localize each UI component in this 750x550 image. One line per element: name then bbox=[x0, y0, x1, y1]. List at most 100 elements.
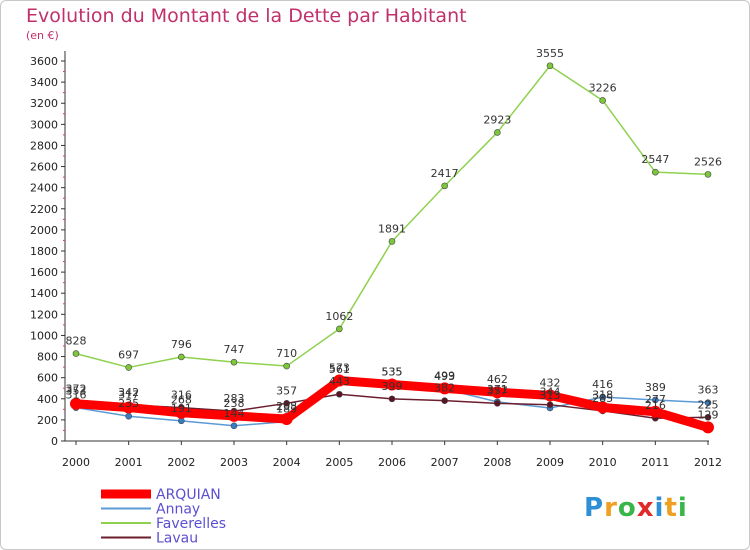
y-tick-label: 1800 bbox=[30, 245, 58, 258]
y-tick-label: 2000 bbox=[30, 224, 58, 237]
data-point-arquian bbox=[70, 397, 82, 410]
data-label-faverelles: 697 bbox=[118, 348, 139, 361]
x-tick-label: 2006 bbox=[378, 456, 406, 469]
data-point-faverelles bbox=[546, 62, 554, 70]
data-point-arquian bbox=[491, 386, 504, 399]
data-point-faverelles bbox=[72, 350, 80, 357]
data-label-lavau: 382 bbox=[434, 382, 455, 395]
data-label-lavau: 285 bbox=[592, 392, 613, 405]
y-tick-label: 1400 bbox=[30, 287, 58, 300]
data-label-arquian: 353 bbox=[66, 385, 87, 398]
data-point-arquian bbox=[228, 409, 240, 422]
y-tick-label: 3000 bbox=[30, 118, 58, 131]
data-point-faverelles bbox=[494, 129, 501, 136]
data-label-faverelles: 710 bbox=[276, 347, 297, 360]
data-point-faverelles bbox=[599, 97, 606, 104]
data-label-lavau: 344 bbox=[540, 386, 561, 399]
y-tick-label: 3600 bbox=[30, 55, 58, 68]
data-label-arquian: 208 bbox=[276, 400, 297, 413]
y-tick-label: 1200 bbox=[30, 308, 58, 321]
data-label-faverelles: 1062 bbox=[325, 310, 353, 323]
proxiti-logo: Proxiti bbox=[584, 493, 688, 523]
data-point-lavau bbox=[494, 400, 501, 407]
x-tick-label: 2012 bbox=[694, 456, 722, 469]
y-tick-label: 600 bbox=[37, 372, 58, 385]
data-label-faverelles: 1891 bbox=[378, 222, 406, 235]
x-tick-label: 2004 bbox=[273, 456, 301, 469]
data-label-annay: 363 bbox=[698, 384, 719, 397]
data-label-faverelles: 3555 bbox=[536, 47, 564, 60]
data-label-annay: 561 bbox=[329, 363, 350, 376]
data-label-arquian: 238 bbox=[224, 397, 245, 410]
data-point-arquian bbox=[596, 401, 609, 414]
data-label-annay: 144 bbox=[224, 407, 245, 420]
x-tick-label: 2005 bbox=[325, 456, 353, 469]
data-label-lavau: 316 bbox=[171, 389, 192, 402]
chart-title: Evolution du Montant de la Dette par Hab… bbox=[26, 5, 467, 27]
data-label-arquian: 432 bbox=[540, 376, 561, 389]
x-tick-label: 2011 bbox=[641, 456, 669, 469]
data-label-arquian: 535 bbox=[382, 366, 403, 379]
y-tick-label: 0 bbox=[51, 435, 58, 448]
data-point-faverelles bbox=[230, 358, 238, 366]
data-point-faverelles bbox=[652, 168, 659, 176]
data-label-annay: 313 bbox=[540, 389, 561, 402]
data-label-faverelles: 2547 bbox=[641, 153, 669, 166]
data-point-annay bbox=[230, 422, 238, 430]
data-point-faverelles bbox=[283, 362, 290, 370]
y-tick-label: 400 bbox=[37, 393, 58, 406]
series-line-faverelles bbox=[75, 65, 709, 369]
x-tick-label: 2002 bbox=[167, 456, 195, 469]
y-tick-label: 1000 bbox=[30, 329, 58, 342]
y-tick-label: 3200 bbox=[30, 97, 58, 110]
data-label-annay: 316 bbox=[66, 389, 87, 402]
data-label-annay: 183 bbox=[276, 403, 297, 416]
data-point-arquian bbox=[333, 374, 346, 387]
x-tick-label: 2001 bbox=[115, 456, 143, 469]
data-point-faverelles bbox=[336, 325, 343, 333]
data-label-faverelles: 2923 bbox=[483, 113, 511, 126]
y-tick-label: 2800 bbox=[30, 139, 58, 152]
chart-subtitle: (en €) bbox=[26, 29, 59, 42]
y-tick-label: 1600 bbox=[30, 266, 58, 279]
data-label-arquian: 318 bbox=[592, 388, 613, 401]
legend-label-faverelles: Faverelles bbox=[156, 516, 226, 532]
legend-label-annay: Annay bbox=[156, 502, 200, 518]
data-point-faverelles bbox=[178, 353, 185, 361]
data-label-lavau: 357 bbox=[276, 384, 297, 397]
x-tick-label: 2007 bbox=[431, 456, 459, 469]
data-point-annay bbox=[178, 417, 185, 425]
data-point-faverelles bbox=[441, 182, 448, 190]
data-point-arquian bbox=[649, 405, 662, 418]
data-label-annay: 235 bbox=[118, 397, 139, 410]
data-label-faverelles: 828 bbox=[66, 335, 87, 348]
y-tick-label: 2200 bbox=[30, 203, 58, 216]
data-label-arquian: 317 bbox=[118, 389, 139, 402]
x-tick-label: 2010 bbox=[589, 456, 617, 469]
data-label-arquian: 268 bbox=[171, 394, 192, 407]
data-point-annay bbox=[704, 399, 712, 406]
data-point-annay bbox=[652, 396, 659, 404]
data-label-lavau: 443 bbox=[329, 375, 350, 388]
data-point-arquian bbox=[438, 382, 451, 395]
data-point-arquian bbox=[702, 421, 714, 434]
data-label-annay: 191 bbox=[171, 402, 192, 415]
data-label-arquian: 499 bbox=[434, 369, 455, 382]
data-label-lavau: 357 bbox=[487, 384, 508, 397]
data-point-lavau bbox=[546, 401, 554, 408]
data-label-faverelles: 3226 bbox=[589, 81, 617, 94]
x-tick-label: 2009 bbox=[536, 456, 564, 469]
data-label-lavau: 216 bbox=[645, 399, 666, 412]
data-label-faverelles: 796 bbox=[171, 338, 192, 351]
data-label-lavau: 342 bbox=[118, 386, 139, 399]
data-label-annay: 389 bbox=[645, 381, 666, 394]
data-point-faverelles bbox=[388, 238, 396, 245]
data-point-arquian bbox=[280, 413, 293, 426]
data-label-arquian: 573 bbox=[329, 362, 350, 375]
data-label-arquian: 462 bbox=[487, 373, 508, 386]
legend-label-arquian: ARQUIAN bbox=[156, 487, 221, 503]
data-point-annay bbox=[599, 393, 606, 401]
data-point-arquian bbox=[175, 406, 188, 419]
